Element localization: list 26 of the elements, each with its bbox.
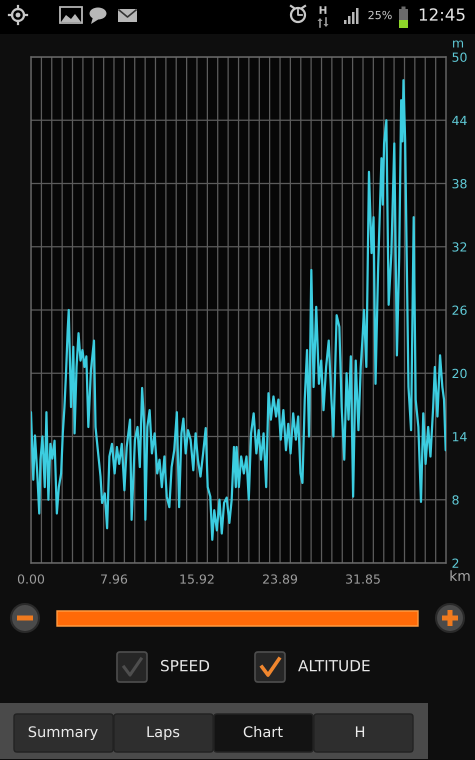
x-tick-label: 31.85 <box>346 574 380 584</box>
y-tick-label: 50 <box>452 52 467 62</box>
text: 25% <box>368 10 392 20</box>
y-tick-label: 38 <box>452 178 467 188</box>
x-tick-label: 23.89 <box>263 574 298 584</box>
y-tick-label: 44 <box>452 116 467 125</box>
y-tick-label: 14 <box>452 432 467 442</box>
y-tick-label: 26 <box>452 305 467 315</box>
y-axis-title: m <box>453 40 464 48</box>
x-tick-label: 7.96 <box>101 574 128 584</box>
text: Summary <box>28 726 98 740</box>
x-axis-title: km <box>450 570 470 581</box>
line-series <box>31 79 446 541</box>
text: 12:45 <box>420 8 465 21</box>
text: H <box>320 6 326 14</box>
y-tick-label: 2 <box>452 558 458 568</box>
x-tick-label: 0.00 <box>18 574 44 584</box>
text: ALTITUDE <box>298 660 370 672</box>
y-tick-label: 20 <box>452 368 467 378</box>
text: Laps <box>147 726 180 740</box>
y-tick-label: 8 <box>452 495 459 505</box>
x-tick-label: 15.92 <box>180 574 214 584</box>
text: Chart <box>244 726 283 738</box>
text: SPEED <box>161 660 210 672</box>
text: H <box>356 726 364 738</box>
y-tick-label: 32 <box>452 242 466 252</box>
